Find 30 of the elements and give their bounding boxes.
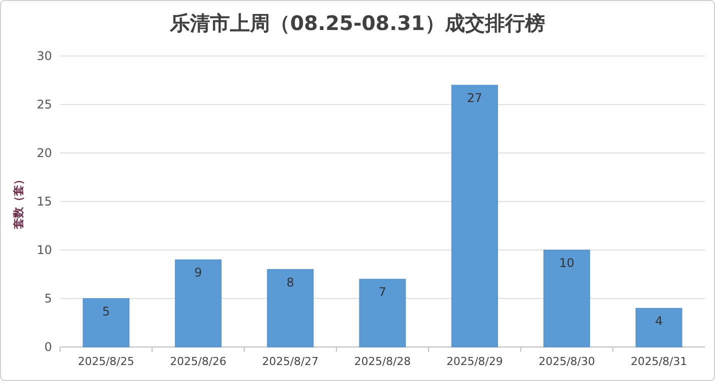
data-label: 7 bbox=[378, 285, 386, 300]
y-tick-label: 5 bbox=[44, 292, 52, 306]
bar bbox=[174, 259, 222, 348]
y-axis-title: 套数（套） bbox=[12, 174, 25, 230]
x-tick-label: 2025/8/29 bbox=[446, 355, 503, 368]
x-tick-label: 2025/8/31 bbox=[630, 355, 688, 368]
data-label: 10 bbox=[559, 256, 574, 270]
data-label: 9 bbox=[194, 266, 202, 280]
x-tick-label: 2025/8/27 bbox=[262, 355, 319, 368]
y-tick-label: 10 bbox=[36, 243, 52, 257]
y-tick-label: 15 bbox=[36, 194, 52, 208]
bar bbox=[267, 269, 314, 348]
bar bbox=[636, 308, 682, 348]
bar bbox=[544, 250, 590, 348]
bar bbox=[82, 298, 130, 348]
chart-title: 乐清市上周（08.25-08.31）成交排行榜 bbox=[169, 11, 545, 35]
x-tick-label: 2025/8/28 bbox=[354, 355, 411, 368]
data-label: 4 bbox=[655, 314, 663, 328]
data-label: 5 bbox=[102, 304, 110, 318]
y-tick-label: 20 bbox=[36, 146, 52, 160]
x-tick-label: 2025/8/26 bbox=[170, 355, 226, 368]
data-label: 8 bbox=[286, 275, 294, 290]
x-tick-label: 2025/8/30 bbox=[538, 355, 595, 368]
bar bbox=[359, 278, 406, 348]
y-tick-label: 0 bbox=[44, 340, 52, 354]
x-tick-label: 2025/8/25 bbox=[78, 355, 134, 368]
y-tick-label: 25 bbox=[36, 98, 52, 112]
data-label: 27 bbox=[467, 91, 482, 106]
bar bbox=[451, 84, 498, 348]
y-tick-label: 30 bbox=[36, 49, 52, 63]
